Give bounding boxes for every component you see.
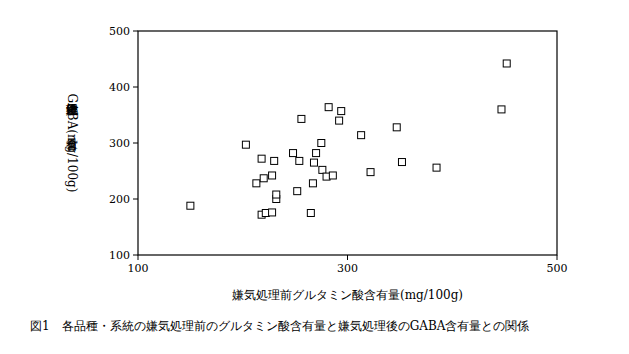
point bbox=[253, 180, 260, 187]
x-tick-label: 500 bbox=[547, 262, 568, 275]
y-tick bbox=[133, 87, 138, 88]
point bbox=[296, 157, 303, 164]
point bbox=[273, 191, 280, 198]
point bbox=[258, 155, 265, 162]
point bbox=[298, 115, 305, 122]
y-tick bbox=[133, 143, 138, 144]
point bbox=[503, 60, 510, 67]
y-tick bbox=[133, 31, 138, 32]
point bbox=[307, 210, 314, 217]
x-tick bbox=[347, 255, 348, 260]
x-axis-label: 嫌気処理前グルタミン酸含有量(mg/100g) bbox=[232, 288, 463, 302]
x-tick-label: 300 bbox=[337, 262, 358, 275]
point bbox=[329, 172, 336, 179]
x-tick bbox=[557, 255, 558, 260]
y-tick-label: 100 bbox=[109, 249, 130, 262]
point bbox=[290, 150, 297, 157]
point bbox=[309, 180, 316, 187]
point bbox=[398, 159, 405, 166]
y-tick bbox=[133, 255, 138, 256]
point bbox=[294, 188, 301, 195]
point bbox=[358, 132, 365, 139]
y-axis-label: 嫌気処理後GABA含有量(mg/100g) bbox=[65, 94, 79, 193]
point bbox=[242, 141, 249, 148]
y-tick bbox=[133, 199, 138, 200]
point bbox=[338, 108, 345, 115]
chart: 100 300 500 100 200 300 400 500 嫌気処理前グルタミン酸含有量(m… bbox=[0, 0, 629, 354]
point bbox=[313, 150, 320, 157]
x-tick-label: 100 bbox=[128, 262, 149, 275]
point bbox=[498, 106, 505, 113]
point bbox=[310, 159, 317, 166]
point bbox=[433, 164, 440, 171]
point bbox=[393, 124, 400, 131]
point bbox=[271, 157, 278, 164]
point bbox=[367, 169, 374, 176]
plot-frame bbox=[138, 31, 557, 255]
points bbox=[187, 60, 510, 218]
point bbox=[336, 117, 343, 124]
point bbox=[187, 202, 194, 209]
x-tick bbox=[138, 255, 139, 260]
point bbox=[269, 209, 276, 216]
title: 図1 各品種・系統の嫌気処理前のグルタミン酸含有量と嫌気処理後のGABA含有量と… bbox=[30, 319, 529, 333]
point bbox=[269, 172, 276, 179]
y-tick-label: 400 bbox=[109, 81, 130, 94]
point bbox=[319, 166, 326, 173]
y-tick-label: 300 bbox=[109, 137, 130, 150]
point bbox=[318, 140, 325, 147]
y-tick-label: 500 bbox=[109, 25, 130, 38]
point bbox=[260, 175, 267, 182]
y-tick-label: 200 bbox=[109, 193, 130, 206]
point bbox=[325, 104, 332, 111]
